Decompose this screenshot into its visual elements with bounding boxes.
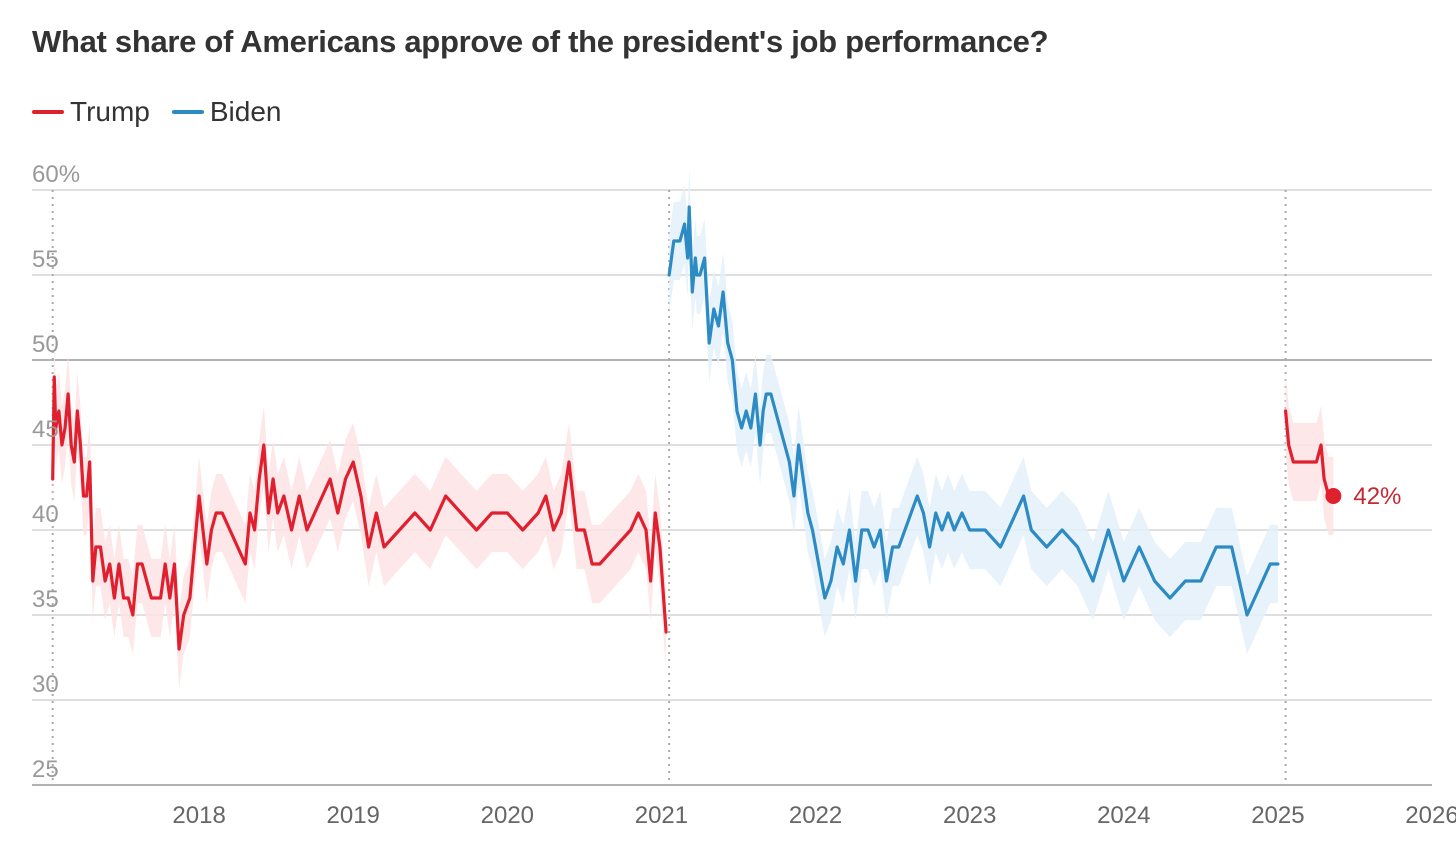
uncertainty-bands [52,167,1334,689]
legend-swatch-biden [171,110,204,114]
axis-labels: 25 30 35 40 45 50 55 60% 2018 2019 2020 2021 2022 202… [32,161,1456,829]
line-trump-0 [51,375,668,651]
y-tick-label-45: 45 [32,416,59,443]
line-trump-1 [1283,409,1335,498]
legend: Trump Biden [32,96,303,128]
x-tick-label-2019: 2019 [327,802,380,829]
x-tick-label-2021: 2021 [635,802,688,829]
chart-title: What share of Americans approve of the p… [32,24,1049,59]
x-tick-label-2025: 2025 [1251,802,1304,829]
x-tick-label-2018: 2018 [172,802,225,829]
legend-item-biden: Biden [171,96,282,128]
legend-label-biden: Biden [209,96,282,127]
grid-lines [32,189,1432,786]
band-trump-0 [52,337,667,689]
y-tick-label-30: 30 [32,671,59,698]
end-point-dot [1325,488,1342,504]
end-value-label: 42% [1353,483,1401,510]
band-biden-0 [669,167,1278,655]
band-trump-1 [1285,371,1334,536]
line-biden-0 [667,205,1280,617]
legend-label-trump: Trump [70,96,150,127]
y-tick-label-40: 40 [32,501,59,528]
legend-item-trump: Trump [32,96,150,128]
y-tick-label-55: 55 [32,246,59,273]
series-lines [51,205,1342,651]
x-tick-label-2024: 2024 [1097,802,1150,829]
y-tick-label-35: 35 [32,586,59,613]
y-tick-label-25: 25 [32,756,59,783]
y-tick-label-60: 60% [32,161,80,188]
x-tick-label-2020: 2020 [481,802,534,829]
x-tick-label-2026: 2026 [1405,802,1456,829]
x-tick-label-2022: 2022 [789,802,842,829]
legend-swatch-trump [32,110,64,114]
x-tick-label-2023: 2023 [943,802,996,829]
y-tick-label-50: 50 [32,331,59,358]
